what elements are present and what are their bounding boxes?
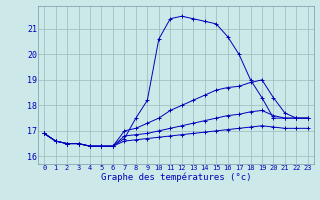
X-axis label: Graphe des températures (°c): Graphe des températures (°c) <box>101 173 251 182</box>
